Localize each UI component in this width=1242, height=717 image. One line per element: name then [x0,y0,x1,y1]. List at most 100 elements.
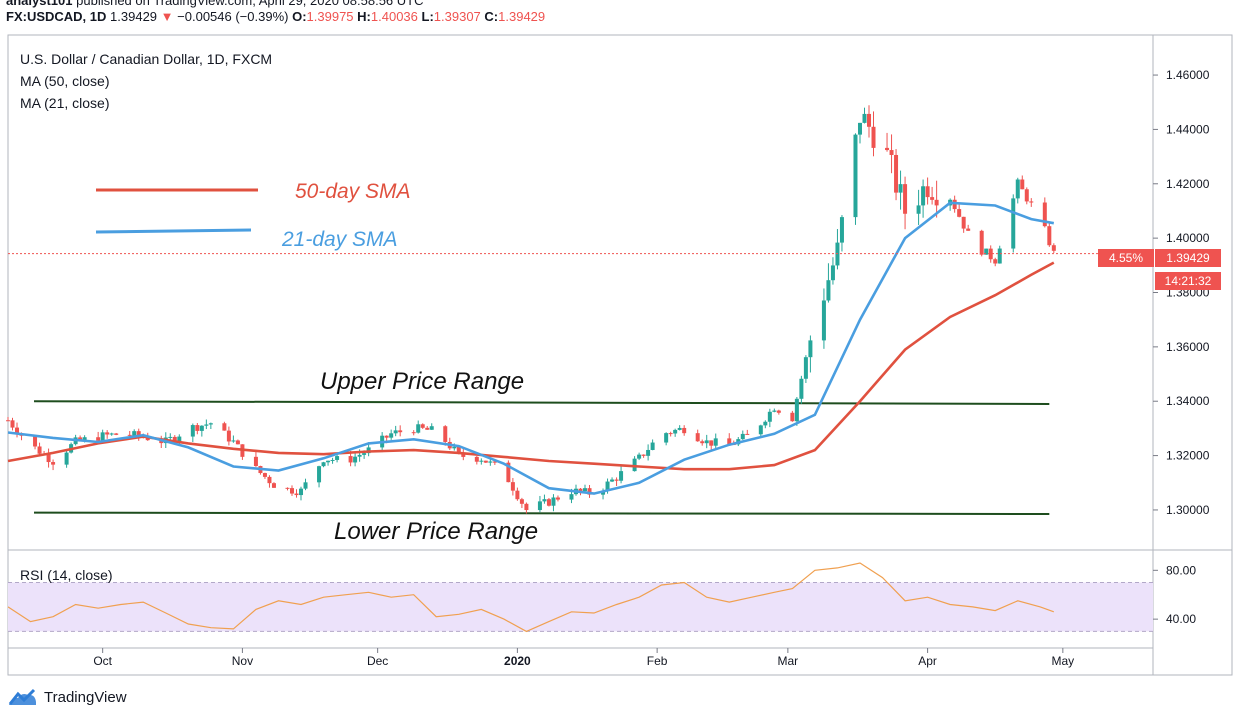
countdown-badge-text: 14:21:32 [1165,274,1212,288]
candle-body-73 [461,452,466,457]
candle-body-142 [898,184,903,193]
candle-body-60 [384,435,389,438]
time-tick-label-3: 2020 [504,654,531,668]
candle-body-156 [988,248,993,260]
ohlc-bar: FX:USDCAD, 1D 1.39429 ▼ −0.00546 (−0.39%… [6,9,545,24]
candle-body-5 [37,446,42,454]
candle-body-86 [546,499,551,506]
candle-body-55 [353,456,358,463]
candle-body-47 [299,488,304,496]
candle-body-77 [488,461,493,463]
low-label: L: [421,9,434,24]
legend-title: U.S. Dollar / Canadian Dollar, 1D, FXCM [20,51,272,67]
upper-range-line [33,400,1050,405]
sma21-annotation: 21-day SMA [281,228,398,251]
candle-body-143 [903,184,908,214]
candle-body-46 [294,493,299,496]
candle-body-42 [267,476,272,484]
legend-rsi: RSI (14, close) [20,567,113,583]
pct-badge [1098,249,1154,267]
candle-body-92 [583,488,588,492]
candle-body-108 [682,427,687,434]
candle-body-84 [537,501,542,511]
upper-range-label: Upper Price Range [320,368,524,395]
high-label: H: [357,9,371,24]
candle-body-35 [226,430,231,442]
tradingview-logo[interactable]: TradingView [8,688,127,706]
candle-body-75 [479,460,484,462]
candle-body-43 [271,483,276,488]
candle-body-9 [64,452,69,465]
candle-body-50 [321,462,326,467]
candle-body-120 [763,421,768,426]
rsi-tick-label-1: 80.00 [1166,563,1196,577]
candle-body-52 [330,459,335,461]
candle-body-111 [704,440,709,444]
candle-body-122 [772,410,777,412]
candle-body-118 [745,433,750,435]
price-tick-label-3: 1.36000 [1166,340,1210,354]
candle-body-88 [555,497,560,500]
legend-ma50: MA (50, close) [20,73,109,89]
rsi-band [8,582,1153,632]
change-arrow-icon: ▼ [160,9,174,24]
candle-body-89 [569,494,574,500]
candle-body-112 [709,440,714,446]
candle-body-48 [303,482,308,489]
open-label: O: [292,9,307,24]
ma21-line [7,201,1055,495]
candle-body-74 [474,456,479,462]
candle-body-0 [6,420,10,422]
candle-body-135 [857,122,862,135]
published-author: analyst101 [6,0,73,8]
candle-body-12 [78,437,83,441]
candle-body-113 [713,438,718,446]
time-tick-label-2: Dec [367,654,388,668]
candle-body-79 [506,462,511,483]
candle-body-20 [132,431,137,436]
ma50-line [7,261,1055,471]
legend-ma21: MA (21, close) [20,95,109,111]
candle-body-80 [510,482,515,491]
candle-body-119 [758,425,763,435]
candle-body-66 [420,424,425,428]
candle-body-160 [1015,179,1020,199]
candle-body-100 [637,454,642,459]
candle-body-151 [957,209,962,217]
time-axis: Oct Nov Dec 2020 Feb Mar Apr May [93,648,1074,668]
main-pane-frame [7,34,1233,676]
price-tick-label-7: 1.44000 [1166,122,1210,136]
candle-body-81 [515,490,520,500]
candle-body-155 [984,248,989,255]
candle-body-26 [168,436,173,438]
candle-body-141 [894,154,899,193]
candle-body-106 [673,429,678,434]
candle-body-136 [862,113,867,123]
candle-body-53 [335,456,340,460]
price-tick-label-2: 1.34000 [1166,394,1210,408]
price-tick-label-8: 1.46000 [1166,68,1210,82]
high-value: 1.40036 [370,9,418,24]
rsi-line [7,562,1055,633]
candle-body-34 [222,423,227,431]
candle-body-68 [429,426,434,430]
candle-body-17 [109,433,114,435]
candle-body-105 [668,433,673,435]
candle-body-130 [826,280,831,301]
candle-body-63 [398,430,403,433]
candle-body-61 [389,433,394,438]
candle-body-133 [839,217,844,243]
low-value: 1.39307 [433,9,481,24]
rsi-band-layer [8,582,1153,632]
candle-body-8 [51,462,56,465]
candles-layer [6,105,1056,514]
candle-body-110 [700,441,705,444]
sma21-sample-line [95,228,252,234]
candle-body-24 [159,440,164,444]
candle-body-139 [885,147,890,151]
candle-body-114 [727,438,732,445]
time-tick-label-4: Feb [647,654,668,668]
candle-body-159 [1011,198,1016,249]
price-badge-text: 1.39429 [1166,251,1210,265]
